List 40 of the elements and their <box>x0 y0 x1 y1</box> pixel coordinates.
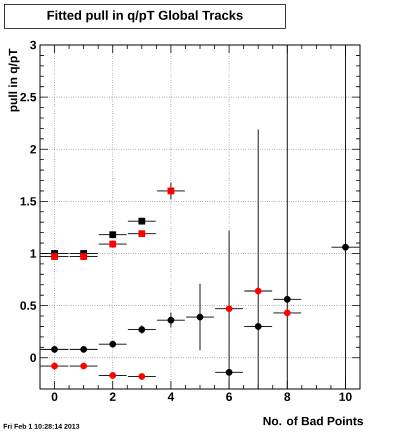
point <box>284 296 291 303</box>
x-tick-label: 10 <box>340 392 352 401</box>
point <box>80 346 88 353</box>
point <box>138 218 146 225</box>
point <box>80 362 88 370</box>
y-tick-label: 3 <box>30 40 36 50</box>
point <box>284 310 291 316</box>
point <box>342 244 349 251</box>
point <box>138 230 146 238</box>
point <box>138 326 146 333</box>
x-tick-label: 0 <box>52 392 58 401</box>
x-tick-label: 6 <box>226 392 232 401</box>
x-tick-label: 2 <box>110 392 116 401</box>
y-tick-label: 2.5 <box>20 92 36 102</box>
point <box>109 240 116 248</box>
point <box>168 316 174 324</box>
point <box>109 372 116 379</box>
y-tick-label: 1 <box>30 249 36 258</box>
y-tick-label: 0 <box>30 353 36 362</box>
point <box>51 362 58 370</box>
x-axis-title: No. of Bad Points <box>264 416 363 426</box>
x-tick-label: 8 <box>284 392 290 401</box>
point <box>109 340 116 348</box>
y-tick-label: 1.5 <box>20 197 36 206</box>
point <box>254 288 262 294</box>
x-tick-label: 4 <box>168 392 174 401</box>
point <box>138 373 146 380</box>
chart-title: Fitted pull in q/pT Global Tracks <box>48 10 243 22</box>
point <box>254 323 262 330</box>
y-tick-label: 0.5 <box>20 301 36 310</box>
point <box>168 188 174 194</box>
y-tick-label: 2 <box>30 145 36 154</box>
point <box>51 346 58 353</box>
point <box>226 305 232 312</box>
point <box>109 231 116 238</box>
point <box>80 253 88 260</box>
point <box>196 314 204 320</box>
point <box>226 368 232 376</box>
point <box>51 253 58 260</box>
y-axis-title: pull in q/pT <box>8 48 20 112</box>
